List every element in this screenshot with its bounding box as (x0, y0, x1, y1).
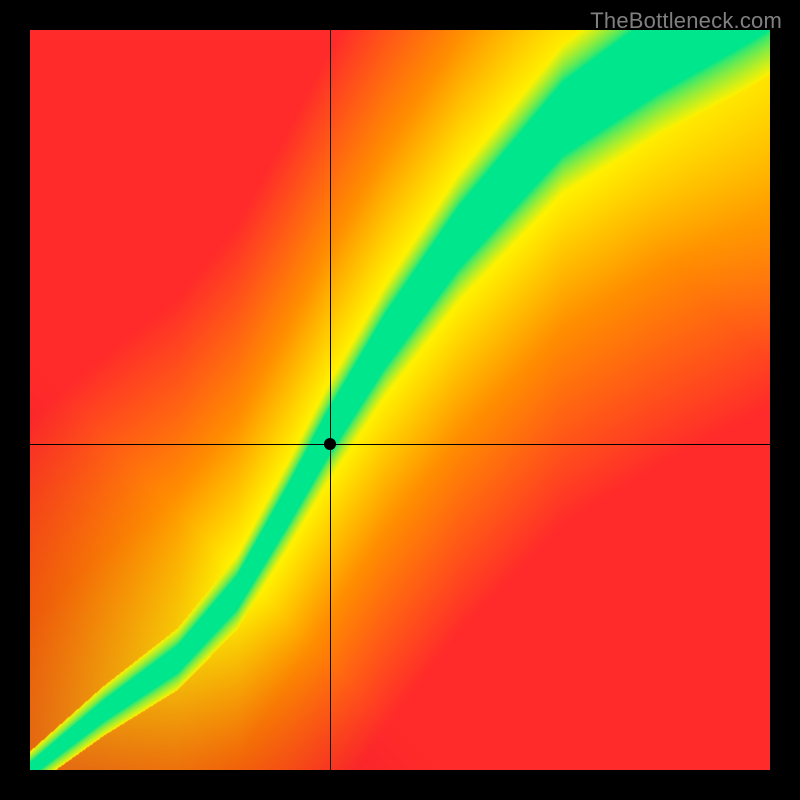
crosshair-vertical (330, 30, 331, 770)
watermark-text: TheBottleneck.com (590, 8, 782, 34)
heatmap-canvas (30, 30, 770, 770)
chart-container: TheBottleneck.com (0, 0, 800, 800)
marker-point (324, 438, 336, 450)
heatmap-plot (30, 30, 770, 770)
crosshair-horizontal (30, 444, 770, 445)
